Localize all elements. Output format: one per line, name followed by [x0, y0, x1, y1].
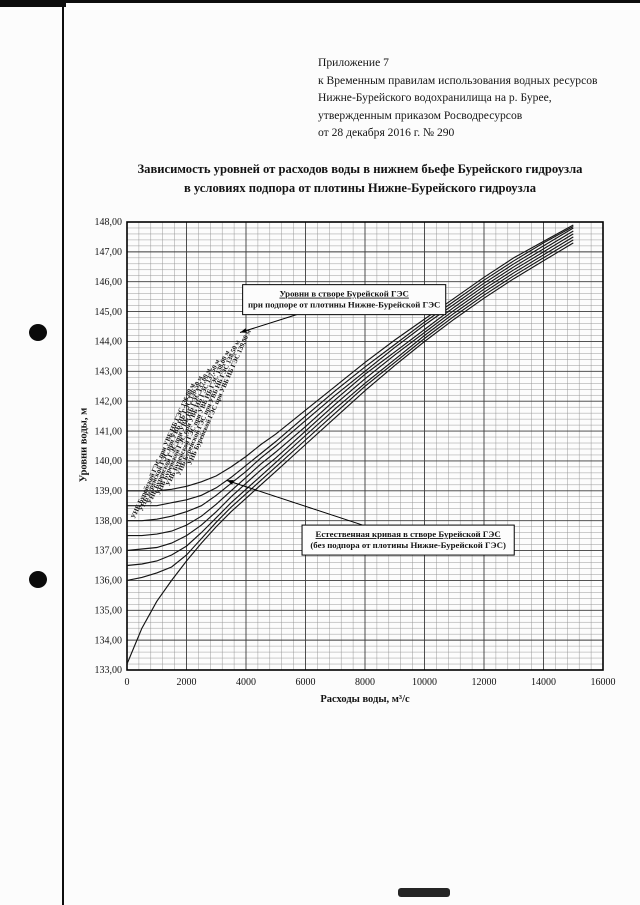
x-tick-label: 8000 — [355, 677, 375, 688]
x-tick-label: 0 — [125, 677, 130, 688]
appendix-header-line: от 28 декабря 2016 г. № 290 — [318, 126, 455, 140]
series-curve — [126, 239, 574, 581]
appendix-header-line: утвержденным приказом Росводресурсов — [318, 108, 523, 122]
y-tick-label: 144,00 — [95, 337, 123, 348]
x-tick-label: 10000 — [412, 677, 437, 688]
annotation-arrowhead — [240, 328, 247, 333]
annotation-text: Естественная кривая в створе Бурейской Г… — [316, 529, 501, 539]
y-tick-label: 142,00 — [95, 396, 123, 407]
appendix-header-line: Приложение 7 — [318, 56, 389, 69]
y-tick-label: 139,00 — [95, 486, 123, 497]
hole-punch-bottom — [29, 571, 47, 588]
chart-svg: УНБ Бурейской ГЭС при УВБ НБ ГЭС 136,00 … — [95, 217, 616, 688]
x-tick-label: 14000 — [531, 677, 556, 688]
scan-smudge-bottom — [398, 888, 450, 897]
annotation-text: при подпоре от плотины Нижне-Бурейской Г… — [248, 300, 440, 310]
y-tick-label: 146,00 — [95, 277, 123, 288]
y-tick-label: 136,00 — [95, 576, 123, 587]
appendix-header-line: Нижне-Бурейского водохранилища на р. Бур… — [318, 91, 552, 105]
y-tick-label: 135,00 — [95, 605, 123, 616]
chart-title-line: в условиях подпора от плотины Нижне-Буре… — [183, 181, 537, 195]
annotation-text: (без подпора от плотины Нижне-Бурейской … — [310, 540, 506, 550]
y-tick-labels: 133,00 134,00 135,00 136,00 137,00 138,00 139,… — [95, 217, 123, 676]
chart-title-line: Зависимость уровней от расходов воды в н… — [137, 162, 583, 176]
annotation-arrowhead — [226, 480, 234, 485]
x-axis-title: Расходы воды, м³/с — [320, 694, 410, 705]
natural-label: Естественная кривая в створе Бурейской Г… — [226, 479, 515, 556]
y-tick-label: 138,00 — [95, 516, 123, 527]
appendix-header: Приложение 7 к Временным правилам исполь… — [318, 54, 597, 142]
x-tick-label: 12000 — [472, 677, 497, 688]
x-tick-label: 16000 — [591, 677, 616, 688]
scan-corner-mark — [0, 0, 66, 7]
scan-edge-top — [0, 0, 640, 3]
scan-edge-left — [62, 0, 64, 905]
x-tick-label: 2000 — [177, 677, 197, 688]
y-tick-label: 148,00 — [95, 217, 123, 228]
series-curve — [126, 233, 574, 552]
hole-punch-top — [29, 324, 47, 341]
appendix-header-line: к Временным правилам использования водны… — [318, 73, 598, 87]
series-curve — [126, 236, 574, 567]
x-tick-label: 6000 — [296, 677, 316, 688]
y-tick-label: 140,00 — [95, 456, 123, 467]
x-tick-label: 4000 — [236, 677, 256, 688]
annotation-text: Уровни в створе Бурейской ГЭС — [279, 289, 408, 299]
y-tick-label: 143,00 — [95, 367, 123, 378]
y-tick-label: 147,00 — [95, 247, 123, 258]
y-tick-label: 133,00 — [95, 665, 123, 676]
curve-labels: УНБ Бурейской ГЭС при УВБ НБ ГЭС 136,00 … — [130, 328, 253, 520]
annotation-box — [242, 284, 447, 316]
annotation-box — [301, 524, 515, 556]
x-tick-labels: 0 2000 4000 6000 8000 10000 12000 14000 16000 — [125, 677, 616, 688]
series-curve — [127, 230, 574, 537]
series-curve — [127, 225, 574, 507]
series-curve — [127, 224, 574, 492]
series-curve — [127, 227, 574, 522]
series-curves — [126, 224, 574, 665]
series-curve — [126, 242, 574, 665]
y-tick-label: 145,00 — [95, 307, 123, 318]
y-tick-label: 134,00 — [95, 635, 123, 646]
y-axis-title: Уровни воды, м — [78, 407, 90, 483]
chart: УНБ Бурейской ГЭС при УВБ НБ ГЭС 136,00 … — [0, 210, 640, 730]
y-tick-label: 141,00 — [95, 426, 123, 437]
plot-border — [126, 221, 604, 671]
y-tick-label: 137,00 — [95, 546, 123, 557]
chart-title: Зависимость уровней от расходов воды в н… — [80, 160, 640, 198]
